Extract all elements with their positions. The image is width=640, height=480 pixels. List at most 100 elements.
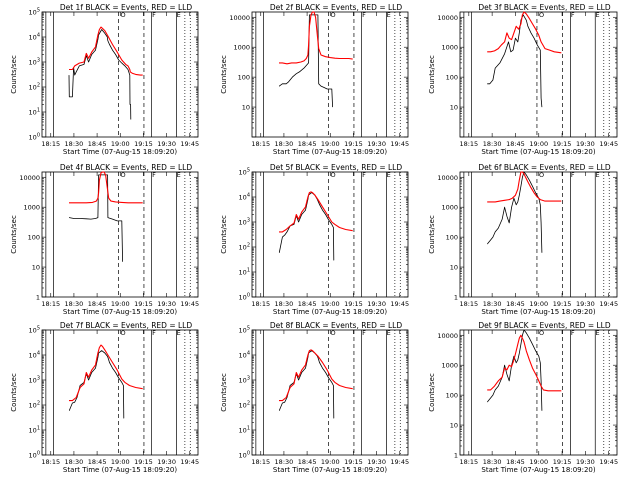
plot-frame [459,171,618,298]
plot-frame [41,329,199,456]
x-tick-label: 19:15 [134,140,153,148]
x-tick-label: 19:30 [367,300,386,308]
panel-det-3: Det 3f BLACK = Events, RED = LLD 10 100 100… [428,3,618,156]
y-tick-label: 10 [450,422,458,430]
x-tick-label: 19:30 [576,300,595,308]
marker-E: E [387,11,391,19]
x-axis-label: Start Time (07-Aug-15 18:09:20) [273,308,387,316]
marker-F: F [362,171,366,179]
y-tick-label: 10 [242,104,250,112]
y-tick-label: 1000 [441,44,458,52]
x-tick-label: 18:30 [483,458,502,466]
events-series-line [487,329,543,411]
marker-F: F [362,329,366,337]
x-tick-label: 19:15 [344,140,363,148]
lld-series-line [279,11,353,65]
x-tick-label: 19:45 [390,300,409,308]
y-tick-label: 1 [36,294,40,302]
y-tick-label: 105 [239,168,250,177]
marker-O: O [539,329,544,337]
x-tick-label: 18:15 [41,300,60,308]
x-tick-label: 19:15 [134,300,153,308]
plot-frame [41,11,199,138]
x-tick-label: 18:30 [483,300,502,308]
x-tick-label: 19:00 [321,458,340,466]
x-tick-label: 19:15 [134,458,153,466]
y-tick-label: 10000 [437,14,458,22]
events-series-line [487,171,543,253]
x-tick-label: 18:30 [275,458,294,466]
x-tick-label: 19:30 [367,140,386,148]
y-tick-label: 102 [239,401,250,410]
y-axis-label: Counts/sec [428,55,436,94]
x-tick-label: 19:00 [529,140,548,148]
x-tick-label: 18:45 [88,458,107,466]
plot-frame [251,11,409,138]
marker-E: E [177,11,181,19]
marker-E: E [177,329,181,337]
events-series-line [278,14,333,108]
y-tick-label: 105 [29,326,40,335]
events-series-line [68,174,123,262]
y-tick-label: 10000 [437,332,458,340]
x-tick-label: 18:15 [251,140,270,148]
x-tick-label: 18:30 [65,300,84,308]
x-tick-label: 18:15 [41,458,60,466]
x-tick-label: 19:00 [321,140,340,148]
x-axis-label: Start Time (07-Aug-15 18:09:20) [273,148,387,156]
plot-frame [251,171,409,298]
y-tick-label: 105 [29,8,40,17]
x-tick-label: 18:45 [506,300,525,308]
y-tick-label: 104 [29,351,40,360]
panel-title: Det 8f BLACK = Events, RED = LLD [270,321,403,330]
panel-det-1: Det 1f BLACK = Events, RED = LLD 100 101 10… [10,3,199,156]
x-tick-label: 19:00 [321,300,340,308]
x-axis-label: Start Time (07-Aug-15 18:09:20) [63,466,177,474]
marker-O: O [121,11,126,19]
marker-F: F [571,171,575,179]
events-series-line [68,350,125,419]
x-tick-label: 19:00 [111,300,130,308]
x-tick-label: 19:00 [111,140,130,148]
panel-det-6: Det 6f BLACK = Events, RED = LLD 1 10 100 10… [428,163,618,316]
y-tick-label: 103 [239,218,250,227]
y-axis-label: Counts/sec [220,55,228,94]
y-tick-label: 1000 [23,204,40,212]
x-tick-label: 18:45 [298,300,317,308]
y-tick-label: 100 [28,234,40,242]
y-tick-label: 102 [29,83,40,92]
x-tick-label: 19:45 [180,140,199,148]
y-axis-label: Counts/sec [428,373,436,412]
panel-det-2: Det 2f BLACK = Events, RED = LLD 10 100 100… [220,3,409,156]
y-axis-label: Counts/sec [10,373,18,412]
y-tick-label: 1 [454,294,458,302]
x-tick-label: 19:15 [553,458,572,466]
y-tick-label: 101 [239,426,250,435]
y-tick-label: 100 [446,234,458,242]
y-tick-label: 104 [239,351,250,360]
y-tick-label: 100 [239,451,250,460]
x-axis-label: Start Time (07-Aug-15 18:09:20) [63,148,177,156]
y-tick-label: 104 [239,193,250,202]
x-tick-label: 18:45 [88,300,107,308]
marker-E: E [596,329,600,337]
x-tick-label: 18:30 [275,140,294,148]
x-tick-label: 19:45 [390,458,409,466]
x-tick-label: 18:15 [41,140,60,148]
events-series-line [68,29,132,120]
y-tick-label: 10000 [19,174,40,182]
y-tick-label: 10000 [229,14,250,22]
marker-E: E [387,171,391,179]
plot-frame [459,11,618,138]
plot-frame [251,329,409,456]
x-tick-label: 19:45 [599,140,618,148]
marker-O: O [331,11,336,19]
lld-series-line [487,334,562,392]
x-tick-label: 18:45 [506,458,525,466]
y-tick-label: 101 [29,426,40,435]
x-tick-label: 19:15 [344,300,363,308]
plot-frame [41,171,199,298]
y-tick-label: 10 [450,264,458,272]
y-tick-label: 101 [29,108,40,117]
